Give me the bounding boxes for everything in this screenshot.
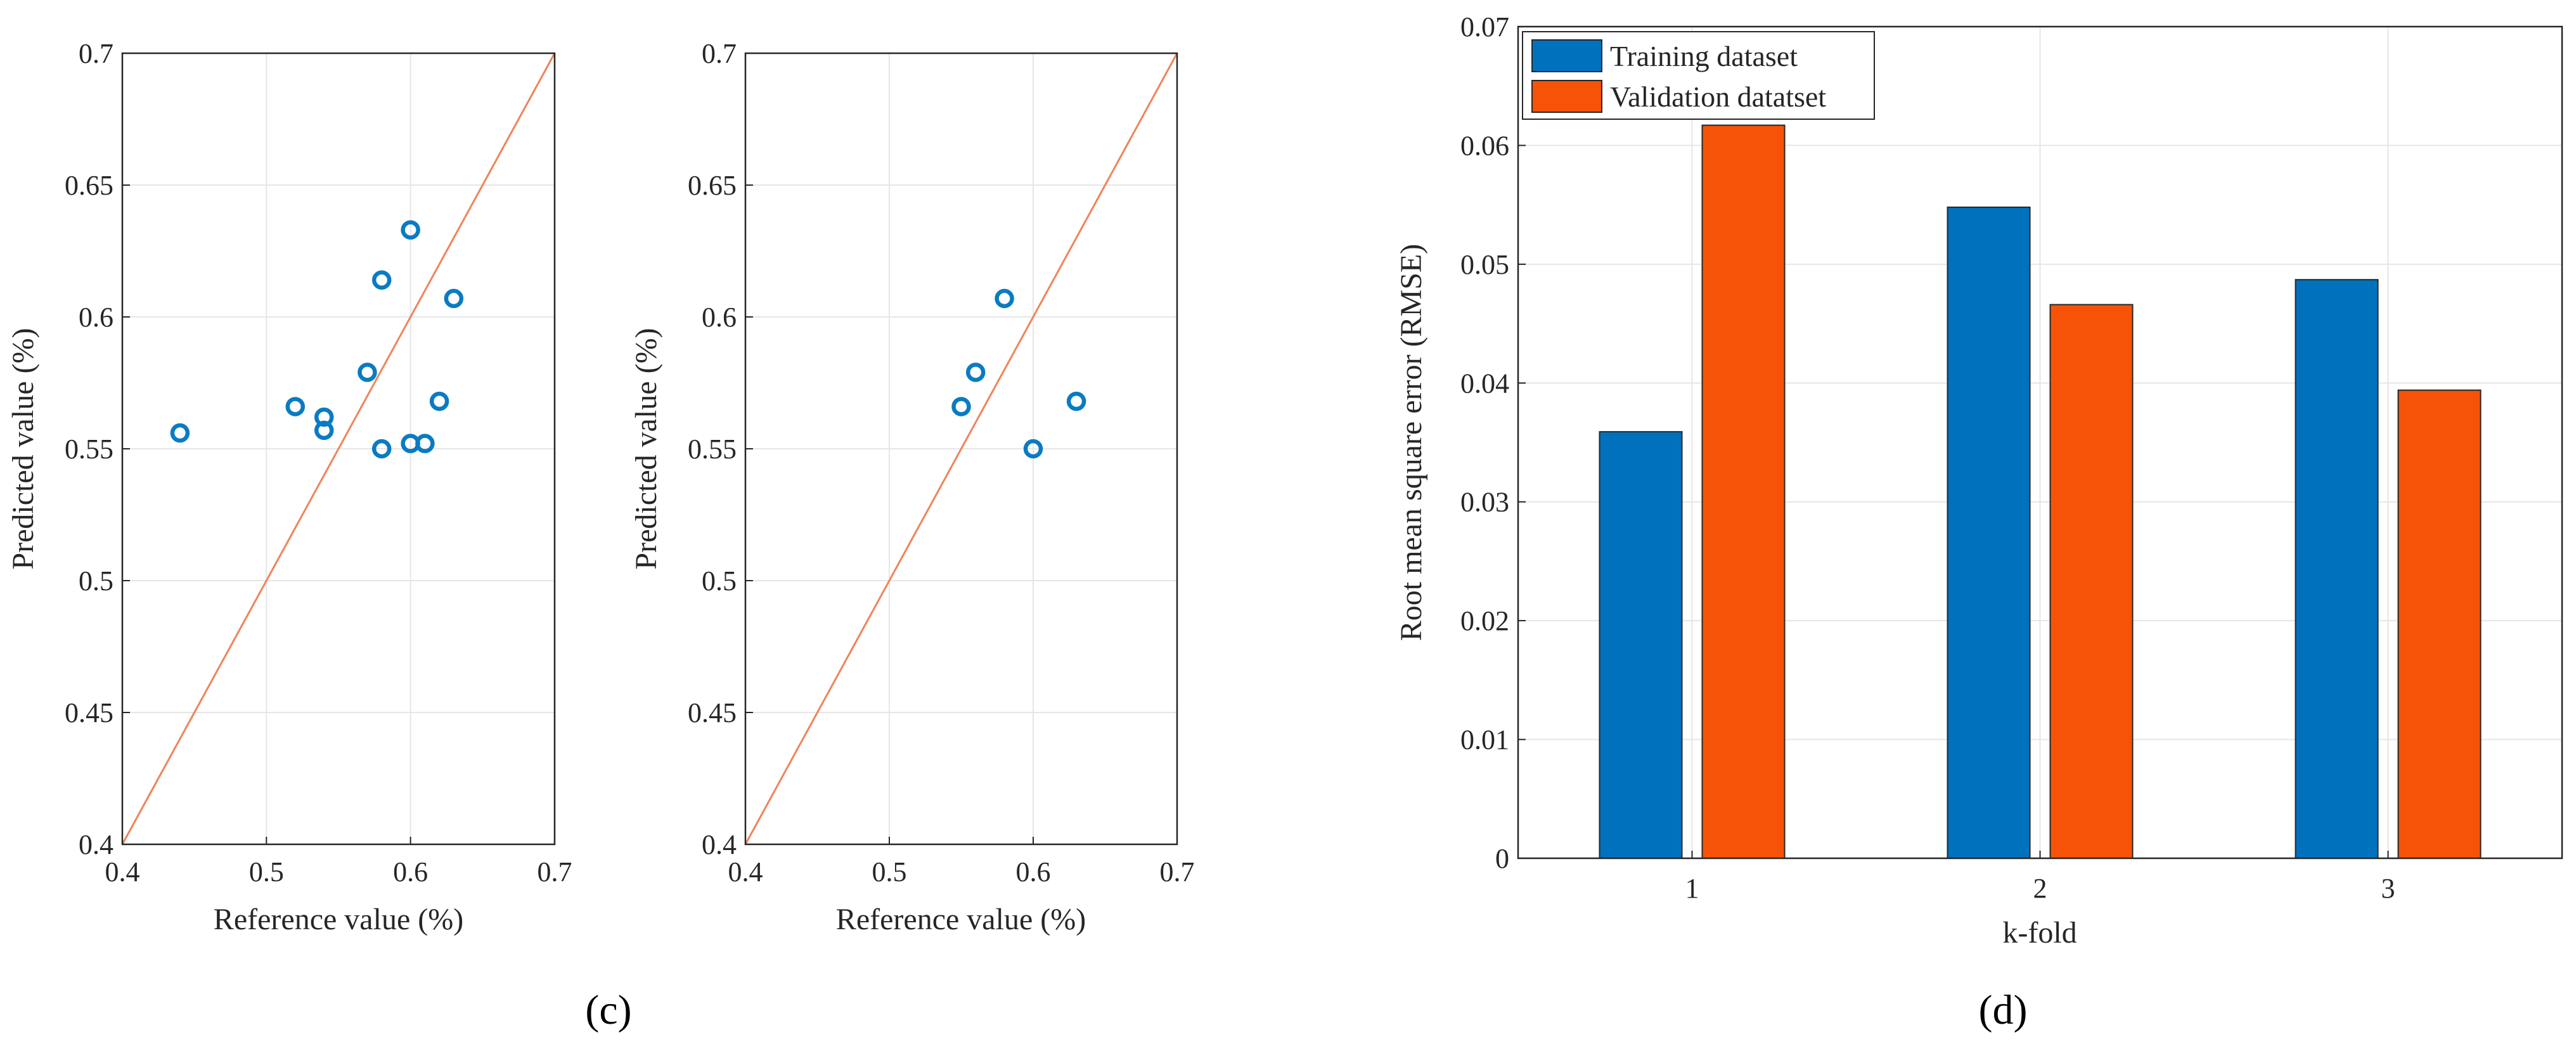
data-point [951, 397, 971, 416]
x-tick-label: 1 [1685, 873, 1699, 904]
bar-validation [1701, 124, 1786, 860]
x-tick-labels: 0.4 0.5 0.6 0.7 [105, 856, 572, 887]
y-tick-label: 0.7 [79, 38, 113, 69]
x-tick-label: 0.7 [538, 856, 572, 887]
y-tick-label: 0 [1495, 843, 1509, 874]
x-tick-label: 0.4 [728, 856, 763, 887]
y-tick-label: 0.06 [1460, 130, 1509, 161]
reference-line [121, 53, 556, 845]
bar-chart-rmse: 1 2 3 0 0.01 0.02 0.03 0.04 0.05 0.06 0.07 k-fold… [1394, 11, 2563, 950]
scatter-plot-validation: 0.4 0.5 0.6 0.7 0.4 0.45 0.5 0.55 0.6 0.65 0.7 Re… [629, 38, 1195, 936]
data-point [415, 434, 435, 453]
y-tick-label: 0.05 [1460, 249, 1509, 280]
x-axis-label: Reference value (%) [836, 903, 1086, 936]
legend-swatch-validation [1531, 80, 1602, 113]
axes-frame [121, 52, 556, 846]
y-tick-label: 0.45 [688, 697, 737, 728]
y-tick-label: 0.5 [79, 565, 113, 596]
legend-swatch-training [1531, 39, 1602, 72]
bar-training [1947, 206, 2031, 859]
y-axis-label: Predicted value (%) [629, 328, 663, 569]
y-tick-labels: 0 0.01 0.02 0.03 0.04 0.05 0.06 0.07 [1460, 11, 1509, 874]
data-point [444, 288, 464, 309]
y-tick-label: 0.7 [702, 38, 737, 69]
scatter-plot-calibration: 0.4 0.5 0.6 0.7 0.4 0.45 0.5 0.55 0.6 0.65 0.7 Re… [6, 38, 572, 936]
x-axis-label: Reference value (%) [214, 903, 463, 936]
bar-validation [2397, 389, 2482, 859]
data-point [429, 391, 449, 411]
reference-line [744, 53, 1178, 845]
y-tick-label: 0.04 [1460, 368, 1509, 399]
data-point [995, 288, 1014, 309]
x-tick-label: 0.6 [1016, 856, 1051, 887]
y-tick-label: 0.65 [688, 170, 737, 201]
y-tick-label: 0.65 [65, 170, 113, 201]
x-axis-label: k-fold [2002, 916, 2077, 950]
axes-frame [744, 52, 1178, 846]
y-tick-labels: 0.4 0.45 0.5 0.55 0.6 0.65 0.7 [65, 38, 113, 860]
y-tick-label: 0.4 [79, 829, 113, 860]
axes-frame [1517, 25, 2563, 860]
y-tick-label: 0.55 [65, 434, 113, 465]
y-tick-label: 0.5 [702, 565, 737, 596]
data-point [1023, 439, 1043, 459]
x-tick-label: 0.5 [872, 856, 907, 887]
y-tick-labels: 0.4 0.45 0.5 0.55 0.6 0.65 0.7 [688, 38, 737, 860]
y-tick-label: 0.02 [1460, 605, 1509, 636]
data-point [371, 270, 392, 290]
data-point [170, 423, 190, 443]
bar-training [2295, 279, 2379, 860]
panel-label-c: (c) [585, 987, 631, 1033]
x-tick-labels: 0.4 0.5 0.6 0.7 [728, 856, 1195, 887]
bar-training [1599, 431, 1683, 859]
y-tick-label: 0.6 [79, 302, 113, 333]
legend: Training dataset Validation datatset [1522, 31, 1875, 120]
x-tick-labels: 1 2 3 [1685, 873, 2395, 904]
data-point [401, 220, 420, 240]
y-tick-label: 0.01 [1460, 725, 1509, 756]
data-points [170, 220, 464, 459]
y-tick-label: 0.55 [688, 434, 737, 465]
y-tick-label: 0.45 [65, 697, 113, 728]
x-tick-label: 0.6 [393, 856, 428, 887]
data-points [951, 288, 1086, 459]
x-tick-label: 0.4 [105, 856, 140, 887]
data-point [285, 397, 306, 416]
x-tick-label: 2 [2033, 873, 2047, 904]
y-tick-label: 0.4 [702, 829, 737, 860]
y-tick-label: 0.6 [702, 302, 737, 333]
legend-label-training: Training dataset [1610, 40, 1798, 72]
data-point [371, 439, 392, 459]
bar-validation [2049, 304, 2134, 859]
y-tick-label: 0.07 [1460, 11, 1509, 42]
y-axis-label: Predicted value (%) [6, 328, 40, 569]
data-point [314, 420, 334, 441]
x-tick-label: 3 [2381, 873, 2395, 904]
legend-label-validation: Validation datatset [1610, 81, 1826, 113]
data-point [357, 363, 377, 382]
y-tick-label: 0.03 [1460, 487, 1509, 518]
y-axis-label: Root mean square error (RMSE) [1394, 244, 1428, 641]
data-point [965, 363, 986, 382]
data-point [1066, 391, 1086, 411]
x-tick-label: 0.7 [1160, 856, 1195, 887]
panel-label-d: (d) [1979, 987, 2028, 1033]
x-tick-label: 0.5 [249, 856, 284, 887]
